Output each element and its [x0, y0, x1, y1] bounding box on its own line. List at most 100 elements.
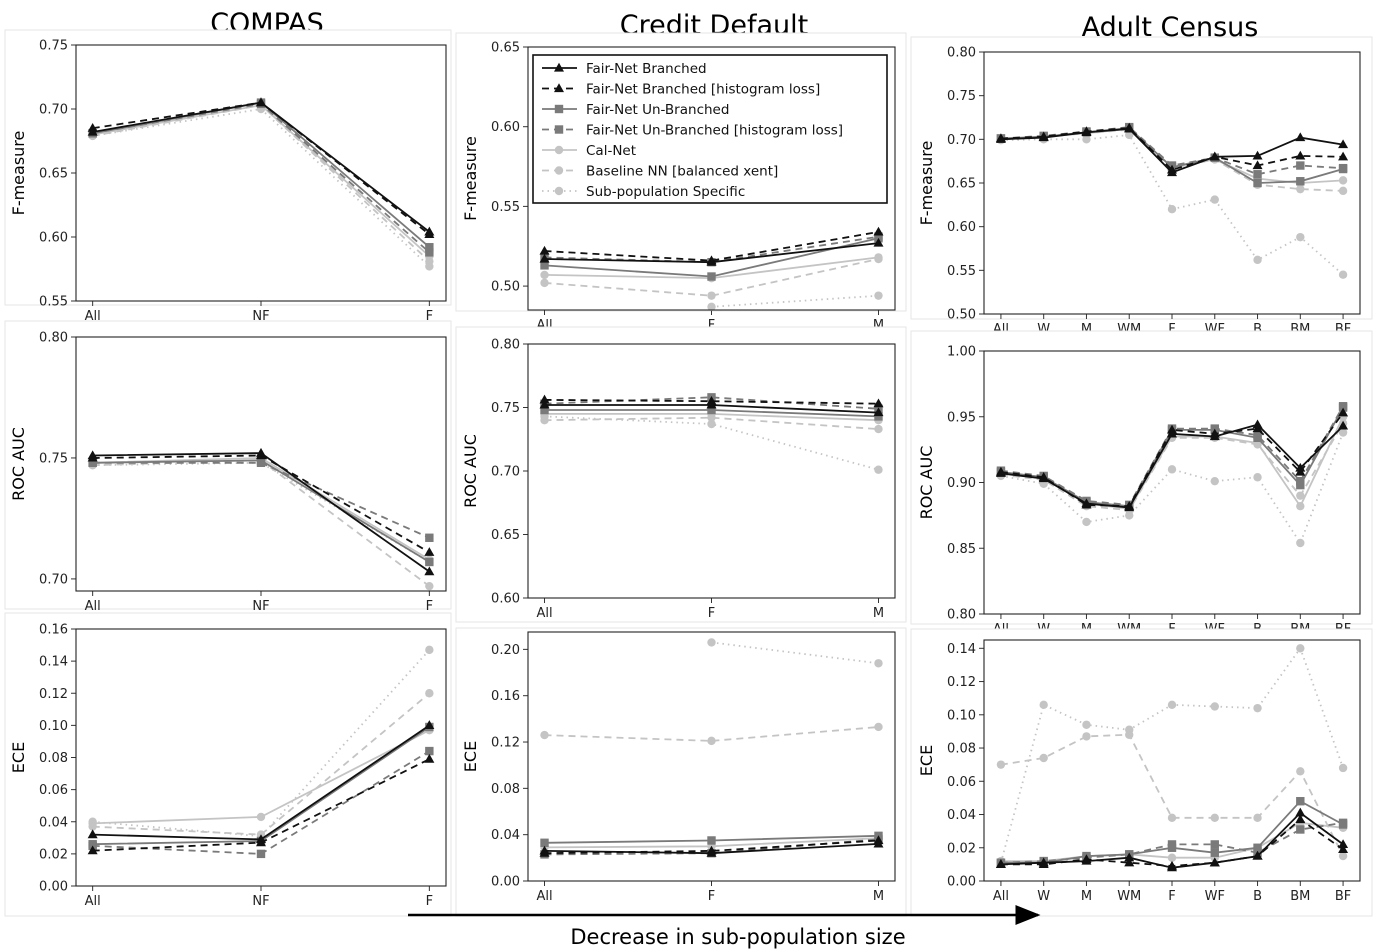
x-tick-label: F	[426, 309, 433, 324]
data-point	[1253, 703, 1262, 713]
y-tick-label: 0.80	[947, 608, 976, 623]
data-point	[87, 829, 98, 839]
legend-marker	[554, 125, 564, 134]
x-tick-label: NF	[252, 309, 269, 324]
x-tick-label: F	[708, 889, 715, 904]
data-point	[1167, 843, 1177, 852]
panel-card	[910, 36, 1373, 320]
x-tick-label: M	[873, 889, 884, 904]
y-tick-label: 0.16	[491, 689, 520, 704]
series-line	[1000, 405, 1344, 506]
series-line	[544, 416, 879, 430]
y-tick-label: 1.00	[947, 345, 976, 360]
data-point	[88, 819, 97, 828]
legend-label: Baseline NN [balanced xent]	[586, 164, 778, 180]
data-point	[707, 272, 716, 281]
data-point	[1124, 502, 1135, 512]
data-point	[1082, 732, 1091, 741]
data-point	[1081, 855, 1092, 865]
y-tick-label: 0.20	[491, 643, 520, 658]
legend-label: Cal-Net	[586, 143, 636, 159]
plot-frame	[983, 350, 1361, 615]
data-point	[87, 126, 98, 136]
data-point	[1296, 161, 1305, 170]
series-fair-net-branched	[87, 720, 435, 844]
y-tick-label: 0.80	[491, 338, 520, 353]
y-axis: 0.80 0.85 0.90 0.95 1.00	[947, 345, 984, 623]
data-point	[1081, 127, 1092, 136]
y-tick-label: 0.14	[947, 642, 976, 657]
data-point	[425, 557, 434, 567]
legend-marker	[554, 166, 564, 175]
data-point	[424, 226, 435, 236]
y-axis-label: ECE	[917, 745, 936, 776]
series-fair-net-branched	[539, 237, 884, 266]
bottom-caption: Decrease in sub-population size	[570, 925, 905, 949]
data-point	[873, 226, 884, 236]
y-axis-label: ROC AUC	[9, 427, 28, 501]
data-point	[1125, 730, 1134, 739]
data-point	[425, 243, 434, 252]
x-axis: All NF F	[85, 301, 433, 324]
data-point	[1209, 151, 1220, 161]
data-point	[539, 394, 550, 404]
panel-compas-roc-auc: 0.70 0.75 0.80 All NF F ROC AUC	[4, 320, 452, 614]
series-fair-net-branched	[539, 838, 884, 857]
series-baseline-nn-balanced-xent	[540, 722, 883, 746]
data-point	[424, 547, 435, 556]
y-tick-label: 0.04	[491, 828, 520, 843]
series-line	[92, 461, 430, 563]
data-point	[425, 248, 434, 257]
panel-card	[910, 628, 1373, 917]
x-tick-label: NF	[252, 894, 269, 909]
data-point	[1167, 205, 1177, 214]
data-point	[1296, 538, 1305, 548]
data-point	[1296, 491, 1305, 500]
data-point	[1210, 848, 1219, 857]
x-tick-label: F	[708, 318, 715, 333]
data-point	[706, 848, 717, 857]
series-line	[1000, 432, 1344, 545]
data-point	[1209, 431, 1220, 441]
data-point	[707, 836, 716, 845]
y-axis: 0.00 0.02 0.04 0.06 0.08 0.10 0.12 0.14	[947, 642, 984, 890]
data-point	[424, 720, 435, 729]
data-point	[540, 838, 549, 847]
x-tick-label: All	[85, 894, 101, 909]
data-point	[874, 412, 883, 421]
legend-marker	[554, 62, 564, 72]
y-tick-label: 0.70	[491, 465, 520, 480]
y-tick-label: 0.04	[947, 808, 976, 823]
y-tick-label: 0.00	[491, 875, 520, 890]
x-axis: All F M	[536, 598, 884, 621]
x-tick-label: W	[1037, 889, 1050, 904]
y-tick-label: 0.60	[947, 220, 976, 235]
legend-label: Fair-Net Un-Branched [histogram loss]	[586, 123, 843, 139]
panel-card	[4, 320, 452, 610]
data-point	[706, 256, 717, 266]
legend-entry-fair-net-branched: Fair-Net Branched	[542, 61, 707, 77]
data-point	[1210, 702, 1219, 711]
plot-frame	[75, 44, 447, 302]
data-point	[425, 533, 434, 542]
y-axis-label: F-measure	[461, 136, 480, 221]
data-point	[1167, 465, 1177, 474]
data-point	[1038, 473, 1049, 483]
y-axis-label: ROC AUC	[917, 446, 936, 520]
series-fair-net-un-branched	[88, 456, 434, 567]
x-tick-label: M	[873, 318, 884, 333]
data-point	[707, 291, 716, 300]
y-tick-label: 0.50	[947, 308, 976, 323]
x-tick-label: F	[426, 599, 433, 614]
legend-label: Fair-Net Branched [histogram loss]	[586, 82, 820, 98]
panel-card	[4, 612, 452, 917]
data-point	[995, 859, 1006, 868]
data-point	[1296, 480, 1305, 490]
data-point	[1124, 852, 1135, 862]
data-point	[88, 840, 97, 849]
data-point	[1124, 123, 1135, 133]
data-point	[995, 468, 1006, 477]
x-tick-label: All	[536, 889, 552, 904]
